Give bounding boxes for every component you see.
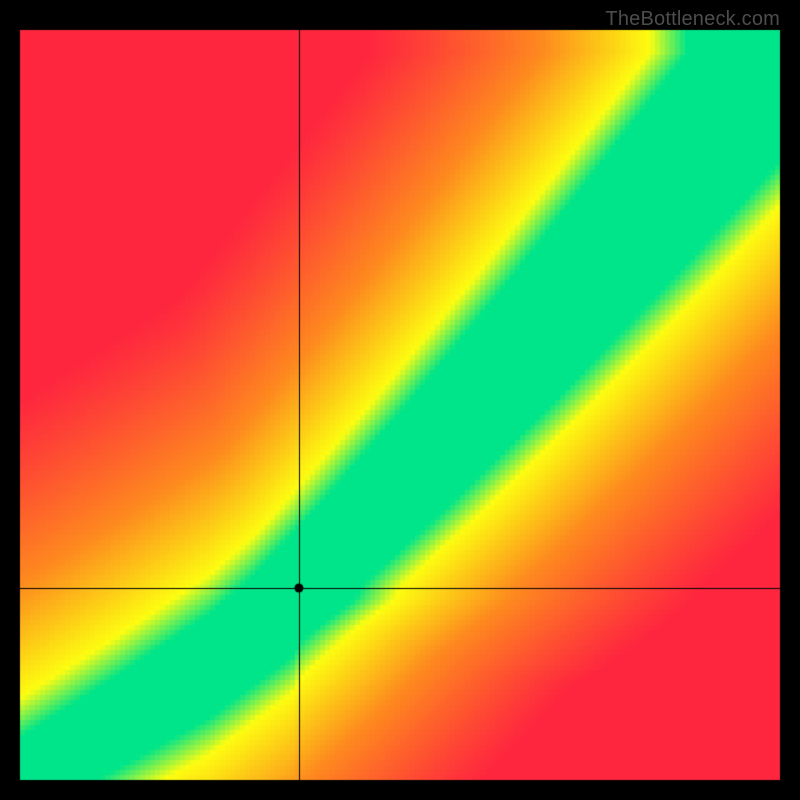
chart-container: TheBottleneck.com (0, 0, 800, 800)
watermark-text: TheBottleneck.com (605, 8, 780, 31)
bottleneck-heatmap-canvas (0, 0, 800, 800)
